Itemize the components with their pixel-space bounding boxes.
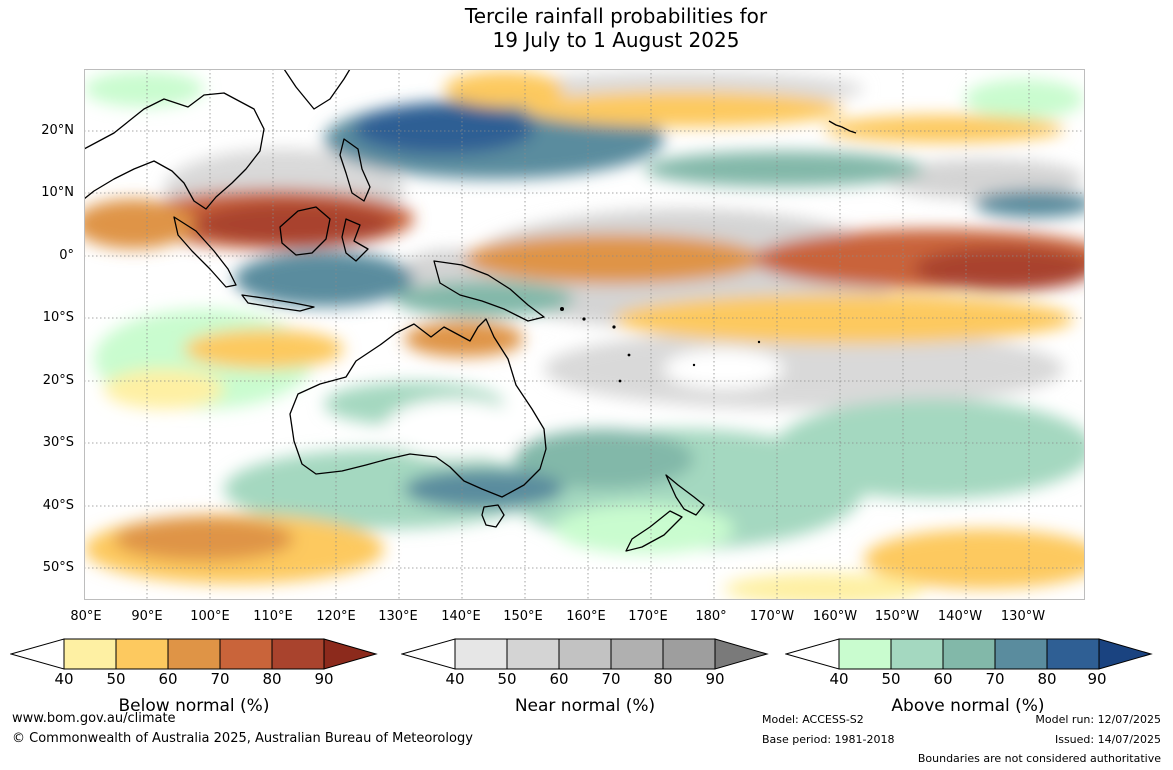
near-tick-90: 90 [705, 670, 725, 688]
philippines-coastline [339, 138, 371, 202]
colorbar-above-normal [785, 638, 1153, 670]
colorbar-swatch [942, 638, 996, 670]
lat-label-10s: 10°S [42, 310, 74, 325]
above-tick-70: 70 [985, 670, 1005, 688]
java-coastline [241, 294, 315, 312]
colorbar-swatch [994, 638, 1048, 670]
lon-label-160w: 160°W [812, 609, 858, 624]
colorbar-swatch [838, 638, 892, 670]
above-normal-title: Above normal (%) [891, 696, 1045, 716]
lat-label-30s: 30°S [42, 435, 74, 450]
lat-label-20n: 20°N [41, 123, 74, 138]
lon-label-90e: 90°E [131, 609, 163, 624]
lon-label-150e: 150°E [503, 609, 543, 624]
near-tick-70: 70 [601, 670, 621, 688]
colorbar-swatch [714, 638, 769, 670]
lon-label-140w: 140°W [937, 609, 983, 624]
lon-label-80e: 80°E [70, 609, 102, 624]
lon-label-170w: 170°W [749, 609, 795, 624]
above-tick-40: 40 [829, 670, 849, 688]
tasmania-coastline [481, 504, 505, 528]
map-frame [84, 69, 1085, 600]
title-line-1: Tercile rainfall probabilities for [464, 4, 768, 28]
above-tick-60: 60 [933, 670, 953, 688]
lon-label-140e: 140°E [441, 609, 481, 624]
below-tick-60: 60 [158, 670, 178, 688]
lon-label-130w: 130°W [1000, 609, 1046, 624]
above-tick-50: 50 [881, 670, 901, 688]
below-tick-70: 70 [210, 670, 230, 688]
above-tick-90: 90 [1087, 670, 1107, 688]
below-tick-50: 50 [106, 670, 126, 688]
title-line-2: 19 July to 1 August 2025 [492, 28, 740, 52]
base-period: Base period: 1981-2018 [762, 733, 895, 746]
colorbar-swatch [662, 638, 716, 670]
near-tick-50: 50 [497, 670, 517, 688]
lat-label-0: 0° [59, 248, 74, 263]
coastlines [84, 69, 857, 552]
borneo-coastline [279, 206, 331, 256]
probability-field [84, 71, 1085, 600]
lon-label-120e: 120°E [316, 609, 356, 624]
colorbar-swatch [63, 638, 117, 670]
colorbar-swatch [890, 638, 944, 670]
colorbar-swatch [610, 638, 664, 670]
colorbar-swatch [1046, 638, 1100, 670]
lon-label-180: 180° [695, 609, 727, 624]
model-name: Model: ACCESS-S2 [762, 713, 864, 726]
australia-coastline [289, 318, 547, 498]
sumatra-coastline [173, 216, 237, 288]
colorbar-swatch [167, 638, 221, 670]
japan-china-coastline [283, 69, 351, 110]
colorbar-swatch [115, 638, 169, 670]
colorbar-near-normal [401, 638, 769, 670]
below-tick-40: 40 [54, 670, 74, 688]
issued-date: Issued: 14/07/2025 [1054, 733, 1161, 746]
near-tick-40: 40 [445, 670, 465, 688]
above-tick-80: 80 [1037, 670, 1057, 688]
new-zealand-south-coastline [625, 510, 683, 552]
hawaii-coastline [828, 120, 857, 134]
sulawesi-coastline [341, 218, 369, 262]
colorbar-swatch [506, 638, 560, 670]
boundaries-disclaimer: Boundaries are not considered authoritat… [917, 752, 1161, 765]
near-tick-60: 60 [549, 670, 569, 688]
pacific-islands [560, 307, 761, 383]
colorbar-swatch [271, 638, 325, 670]
near-tick-80: 80 [653, 670, 673, 688]
lon-label-100e: 100°E [190, 609, 230, 624]
lon-label-150w: 150°W [874, 609, 920, 624]
new-zealand-north-coastline [665, 474, 705, 516]
below-normal-title: Below normal (%) [118, 696, 270, 716]
colorbar-swatch [454, 638, 508, 670]
lat-label-40s: 40°S [42, 498, 74, 513]
lon-label-110e: 110°E [253, 609, 293, 624]
below-tick-80: 80 [262, 670, 282, 688]
colorbar-swatch [558, 638, 612, 670]
model-run-date: Model run: 12/07/2025 [1035, 713, 1161, 726]
probability-map [84, 69, 1085, 600]
lon-label-130e: 130°E [378, 609, 418, 624]
lat-label-20s: 20°S [42, 373, 74, 388]
colorbar-swatch [219, 638, 273, 670]
copyright-text: © Commonwealth of Australia 2025, Austra… [12, 731, 473, 746]
colorbar-swatch [323, 638, 378, 670]
colorbar-swatch [1098, 638, 1153, 670]
lat-label-10n: 10°N [41, 185, 74, 200]
near-normal-title: Near normal (%) [514, 696, 656, 716]
lat-label-50s: 50°S [42, 560, 74, 575]
new-guinea-coastline [433, 260, 545, 322]
map-title: Tercile rainfall probabilities for 19 Ju… [0, 4, 1173, 52]
website-link[interactable]: www.bom.gov.au/climate [12, 711, 176, 726]
lon-label-160e: 160°E [566, 609, 606, 624]
lon-label-170e: 170°E [628, 609, 668, 624]
asia-mainland-coastline [84, 92, 265, 210]
colorbar-below-normal [10, 638, 378, 670]
below-tick-90: 90 [314, 670, 334, 688]
